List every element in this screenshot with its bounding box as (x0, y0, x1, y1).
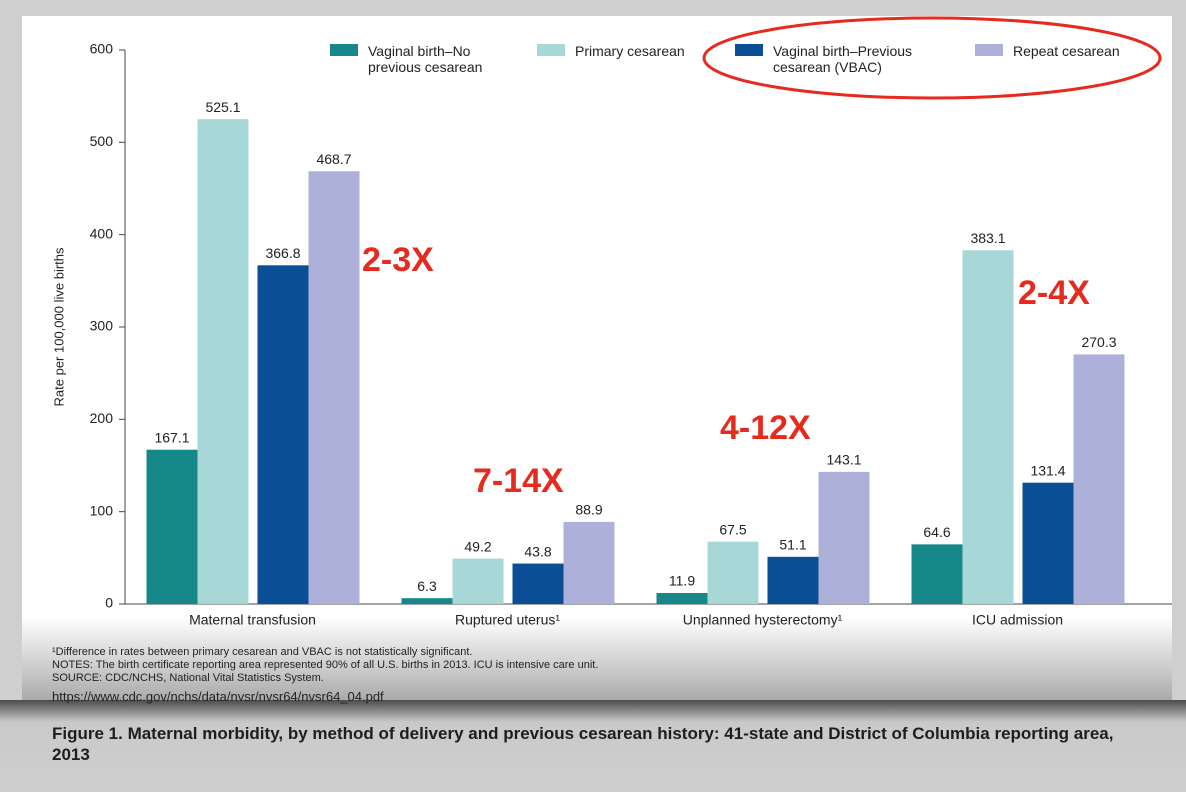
bar (911, 544, 963, 604)
bar (401, 598, 453, 604)
footnote: ¹Difference in rates between primary ces… (52, 646, 473, 658)
value-label: 383.1 (970, 230, 1005, 246)
y-tick-label: 100 (90, 502, 114, 518)
source-url: https://www.cdc.gov/nchs/data/nvsr/nvsr6… (52, 689, 384, 704)
y-tick-label: 500 (90, 133, 114, 149)
bar (1022, 482, 1074, 604)
legend-swatch (975, 44, 1003, 56)
legend-swatch (537, 44, 565, 56)
value-label: 49.2 (464, 538, 491, 554)
legend-label: Vaginal birth–Previous cesarean (VBAC) (773, 43, 913, 75)
x-tick-label: Maternal transfusion (189, 612, 316, 628)
legend-label: Primary cesarean (575, 43, 685, 59)
legend-swatch (735, 44, 763, 56)
footnote: SOURCE: CDC/NCHS, National Vital Statist… (52, 672, 324, 684)
annotation: 2-4X (1018, 274, 1090, 312)
caption: Figure 1. Maternal morbidity, by method … (52, 724, 1114, 764)
bar (962, 250, 1014, 604)
footnote: NOTES: The birth certificate reporting a… (52, 659, 599, 671)
y-tick-label: 300 (90, 318, 114, 334)
bar (257, 265, 309, 604)
value-label: 51.1 (779, 537, 806, 553)
annotation: 2-3X (362, 241, 434, 279)
bar (512, 563, 564, 604)
bar (707, 541, 759, 604)
value-label: 270.3 (1081, 334, 1116, 350)
value-label: 64.6 (923, 524, 950, 540)
value-label: 6.3 (417, 578, 437, 594)
value-label: 525.1 (205, 99, 240, 115)
legend-swatch (330, 44, 358, 56)
bar (563, 521, 615, 604)
legend-label: Repeat cesarean (1013, 43, 1120, 59)
bottom-band (0, 700, 1186, 792)
annotation: 7-14X (473, 462, 564, 500)
bar (197, 119, 249, 605)
x-tick-label: Unplanned hysterectomy¹ (683, 612, 843, 628)
bar (308, 171, 360, 604)
y-axis-label: Rate per 100,000 live births (51, 247, 66, 406)
legend-label: Vaginal birth–No previous cesarean (368, 43, 483, 75)
annotation: 4-12X (720, 409, 811, 447)
y-tick-label: 600 (90, 41, 114, 57)
bar (818, 471, 870, 604)
y-tick-label: 0 (105, 595, 113, 611)
value-label: 88.9 (575, 502, 602, 518)
value-label: 468.7 (316, 151, 351, 167)
value-label: 67.5 (719, 521, 746, 537)
value-label: 167.1 (154, 429, 189, 445)
value-label: 366.8 (265, 245, 300, 261)
value-label: 11.9 (669, 573, 695, 589)
bar (656, 593, 708, 604)
y-tick-label: 400 (90, 225, 114, 241)
highlight-ellipse (702, 16, 1162, 100)
bar (767, 556, 819, 604)
value-label: 43.8 (524, 543, 551, 559)
x-tick-label: Ruptured uterus¹ (455, 612, 560, 628)
value-label: 143.1 (826, 452, 861, 468)
bar (452, 558, 504, 604)
bar (1073, 354, 1125, 604)
y-tick-label: 200 (90, 410, 114, 426)
bar (146, 449, 198, 604)
x-tick-label: ICU admission (972, 612, 1063, 628)
value-label: 131.4 (1030, 462, 1065, 478)
